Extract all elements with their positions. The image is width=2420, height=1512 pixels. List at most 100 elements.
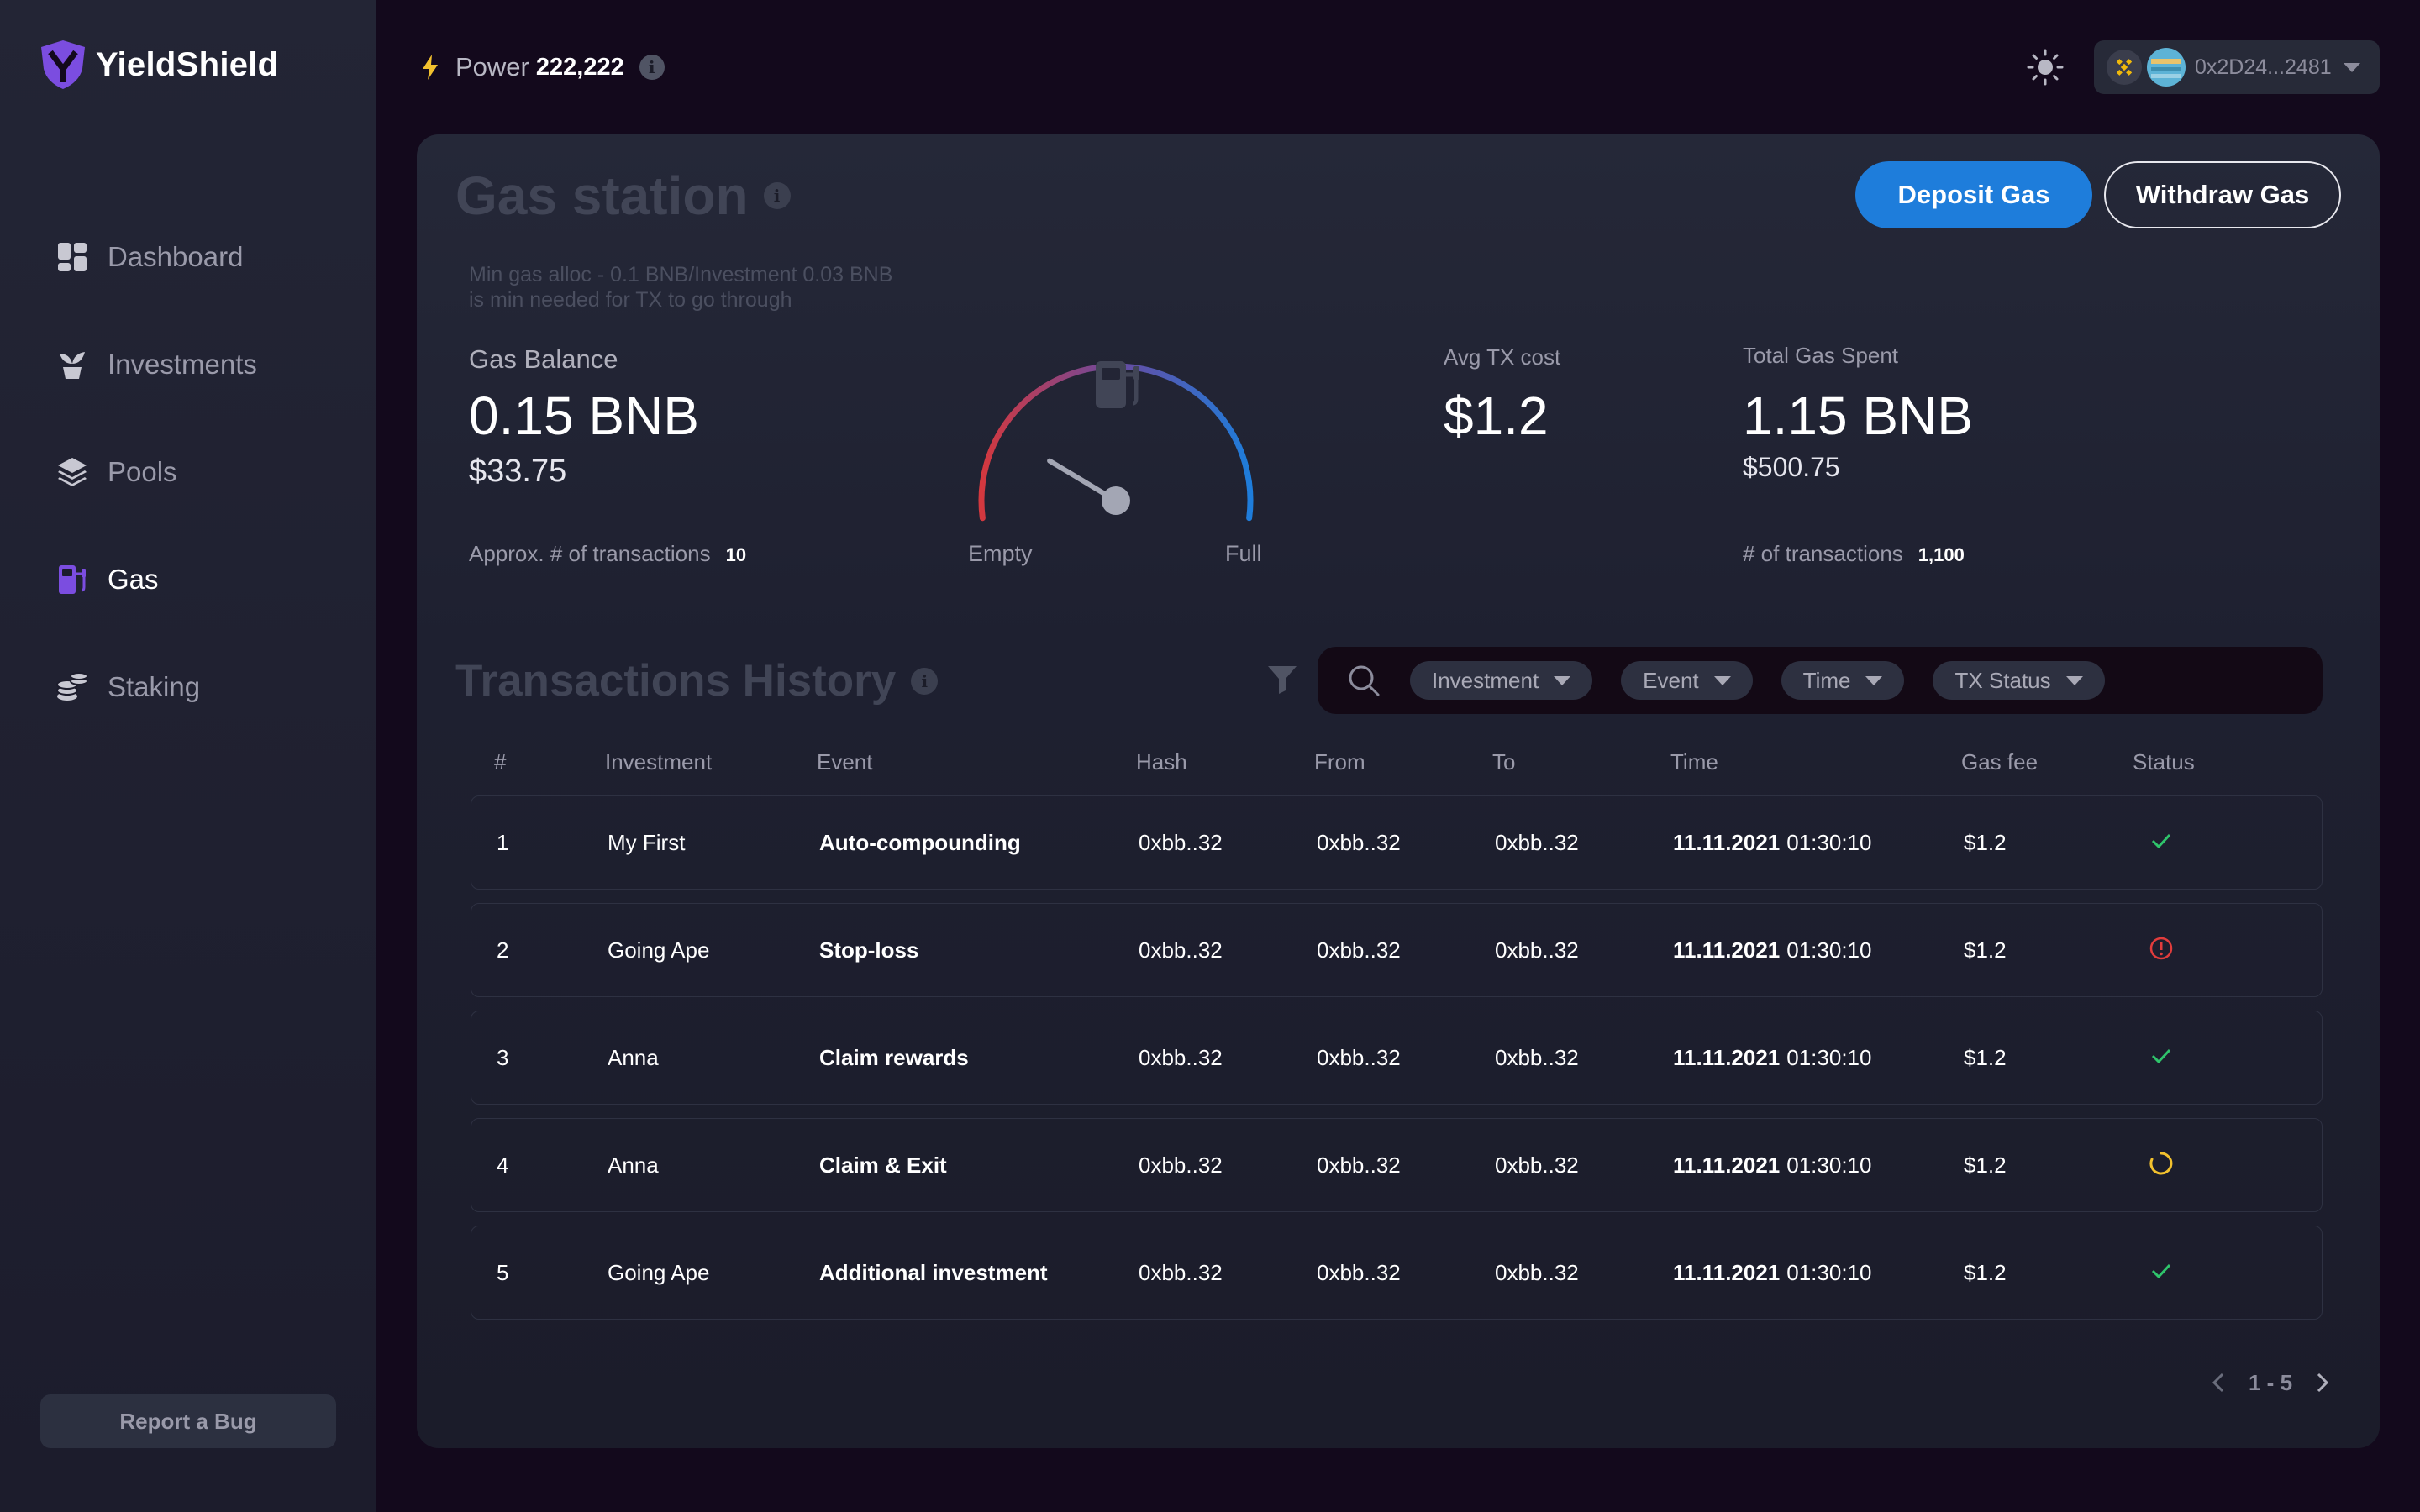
table-row[interactable]: 1 My First Auto-compounding 0xbb..32 0xbb..3… (471, 795, 2323, 890)
sidebar-item-dashboard[interactable]: Dashboard (0, 203, 376, 311)
cell-n: 3 (497, 1045, 509, 1070)
sidebar-item-staking[interactable]: Staking (0, 633, 376, 741)
chevron-down-icon (1865, 675, 1883, 685)
total-transactions-value: 1,100 (1918, 544, 1965, 565)
info-icon[interactable]: i (911, 667, 939, 695)
total-transactions-label: # of transactions (1743, 541, 1903, 566)
cell-n: 5 (497, 1260, 509, 1285)
total-gas-spent-label: Total Gas Spent (1743, 343, 1898, 368)
filter-label: Event (1643, 667, 1699, 693)
cell-date: 11.11.2021 (1673, 1152, 1781, 1178)
table-row[interactable]: 2 Going Ape Stop-loss 0xbb..32 0xbb..32 0xbb.… (471, 903, 2323, 997)
filter-label: TX Status (1954, 667, 2051, 693)
withdraw-gas-button[interactable]: Withdraw Gas (2104, 161, 2341, 228)
cell-n: 2 (497, 937, 509, 963)
checkmark-icon (2149, 1043, 2174, 1068)
cell-investment: My First (608, 830, 686, 855)
cell-event: Auto-compounding (819, 830, 1021, 855)
column-header: Hash (1136, 749, 1187, 774)
section-title: Transactions History i (455, 655, 939, 706)
shield-logo-icon (41, 40, 85, 89)
pagination: 1 - 5 (2202, 1366, 2339, 1399)
avatar (2147, 48, 2186, 87)
column-header: Status (2133, 749, 2195, 774)
cell-fee: $1.2 (1964, 1260, 2007, 1285)
avg-tx-cost-value: $1.2 (1444, 386, 1549, 446)
table-row[interactable]: 5 Going Ape Additional investment 0xbb..32 0… (471, 1226, 2323, 1320)
filter-tx-status-dropdown[interactable]: TX Status (1933, 661, 2105, 700)
cell-investment: Going Ape (608, 937, 710, 963)
cell-event: Claim & Exit (819, 1152, 947, 1178)
power-indicator: Power 222,222 i (420, 47, 665, 87)
sidebar-item-gas[interactable]: Gas (0, 526, 376, 633)
cell-fee: $1.2 (1964, 1045, 2007, 1070)
filter-investment-dropdown[interactable]: Investment (1410, 661, 1593, 700)
cell-from: 0xbb..32 (1317, 830, 1401, 855)
cell-clock-time: 01:30:10 (1786, 1260, 1872, 1285)
cell-to: 0xbb..32 (1495, 830, 1579, 855)
avg-tx-cost-label: Avg TX cost (1444, 344, 1561, 370)
chevron-right-icon[interactable] (2306, 1366, 2339, 1399)
column-header: From (1314, 749, 1365, 774)
sidebar: YieldShield Dashboard Investments Pools … (0, 0, 376, 1512)
cell-event: Claim rewards (819, 1045, 969, 1070)
cell-hash: 0xbb..32 (1139, 1260, 1223, 1285)
sidebar-item-label: Investments (108, 349, 257, 380)
section-title-text: Transactions History (455, 656, 897, 706)
table-header: # Investment Event Hash From To Time Gas… (469, 749, 2321, 791)
sidebar-item-label: Pools (108, 456, 177, 487)
cell-investment: Anna (608, 1152, 659, 1178)
cell-time: 11.11.2021 01:30:10 (1673, 830, 1871, 856)
wallet-selector[interactable]: 0x2D24...2481 (2094, 40, 2380, 94)
report-bug-button[interactable]: Report a Bug (40, 1394, 336, 1448)
table-row[interactable]: 3 Anna Claim rewards 0xbb..32 0xbb..32 0xbb..… (471, 1011, 2323, 1105)
cell-time: 11.11.2021 01:30:10 (1673, 1152, 1871, 1179)
cell-date: 11.11.2021 (1673, 937, 1781, 963)
logo[interactable]: YieldShield (39, 39, 278, 91)
filter-event-dropdown[interactable]: Event (1621, 661, 1753, 700)
cell-clock-time: 01:30:10 (1786, 1045, 1872, 1070)
gas-gauge (978, 361, 1254, 522)
theme-toggle-sun-icon[interactable] (2025, 47, 2065, 87)
cell-clock-time: 01:30:10 (1786, 1152, 1872, 1178)
page-title-text: Gas station (455, 165, 749, 226)
table-row[interactable]: 4 Anna Claim & Exit 0xbb..32 0xbb..32 0xbb..3… (471, 1118, 2323, 1212)
cell-from: 0xbb..32 (1317, 1152, 1401, 1178)
min-gas-note-line: Min gas alloc - 0.1 BNB/Investment 0.03 … (469, 263, 893, 286)
cell-date: 11.11.2021 (1673, 1260, 1781, 1285)
info-icon[interactable]: i (639, 55, 665, 80)
wallet-address: 0x2D24...2481 (2195, 55, 2332, 79)
filter-icon[interactable] (1265, 662, 1299, 696)
cell-hash: 0xbb..32 (1139, 1045, 1223, 1070)
coins-icon (55, 670, 89, 704)
filter-label: Investment (1432, 667, 1539, 693)
sprout-icon (55, 348, 89, 381)
cell-to: 0xbb..32 (1495, 1260, 1579, 1285)
fuel-pump-icon (55, 563, 89, 596)
total-gas-spent-usd: $500.75 (1743, 452, 1840, 482)
gauge-empty-label: Empty (968, 541, 1033, 566)
cell-clock-time: 01:30:10 (1786, 830, 1872, 855)
sidebar-item-pools[interactable]: Pools (0, 418, 376, 526)
total-gas-spent-bnb: 1.15 BNB (1743, 386, 1973, 446)
cell-from: 0xbb..32 (1317, 1045, 1401, 1070)
cell-to: 0xbb..32 (1495, 1045, 1579, 1070)
cell-event: Additional investment (819, 1260, 1048, 1285)
bnb-chain-icon (2107, 50, 2142, 85)
cell-investment: Anna (608, 1045, 659, 1070)
column-header: Time (1670, 749, 1718, 774)
approx-transactions-value: 10 (725, 544, 747, 565)
power-label: Power (455, 52, 529, 81)
deposit-gas-button[interactable]: Deposit Gas (1855, 161, 2092, 228)
search-icon[interactable] (1346, 663, 1381, 698)
cell-event: Stop-loss (819, 937, 919, 963)
sidebar-item-investments[interactable]: Investments (0, 311, 376, 418)
chevron-down-icon (2343, 62, 2360, 72)
chevron-down-icon (1713, 675, 1731, 685)
gauge-full-label: Full (1225, 541, 1262, 566)
chevron-down-icon (2065, 675, 2083, 685)
filter-time-dropdown[interactable]: Time (1781, 661, 1905, 700)
info-icon[interactable]: i (763, 182, 791, 209)
chevron-left-icon[interactable] (2202, 1366, 2235, 1399)
column-header: # (494, 749, 507, 774)
